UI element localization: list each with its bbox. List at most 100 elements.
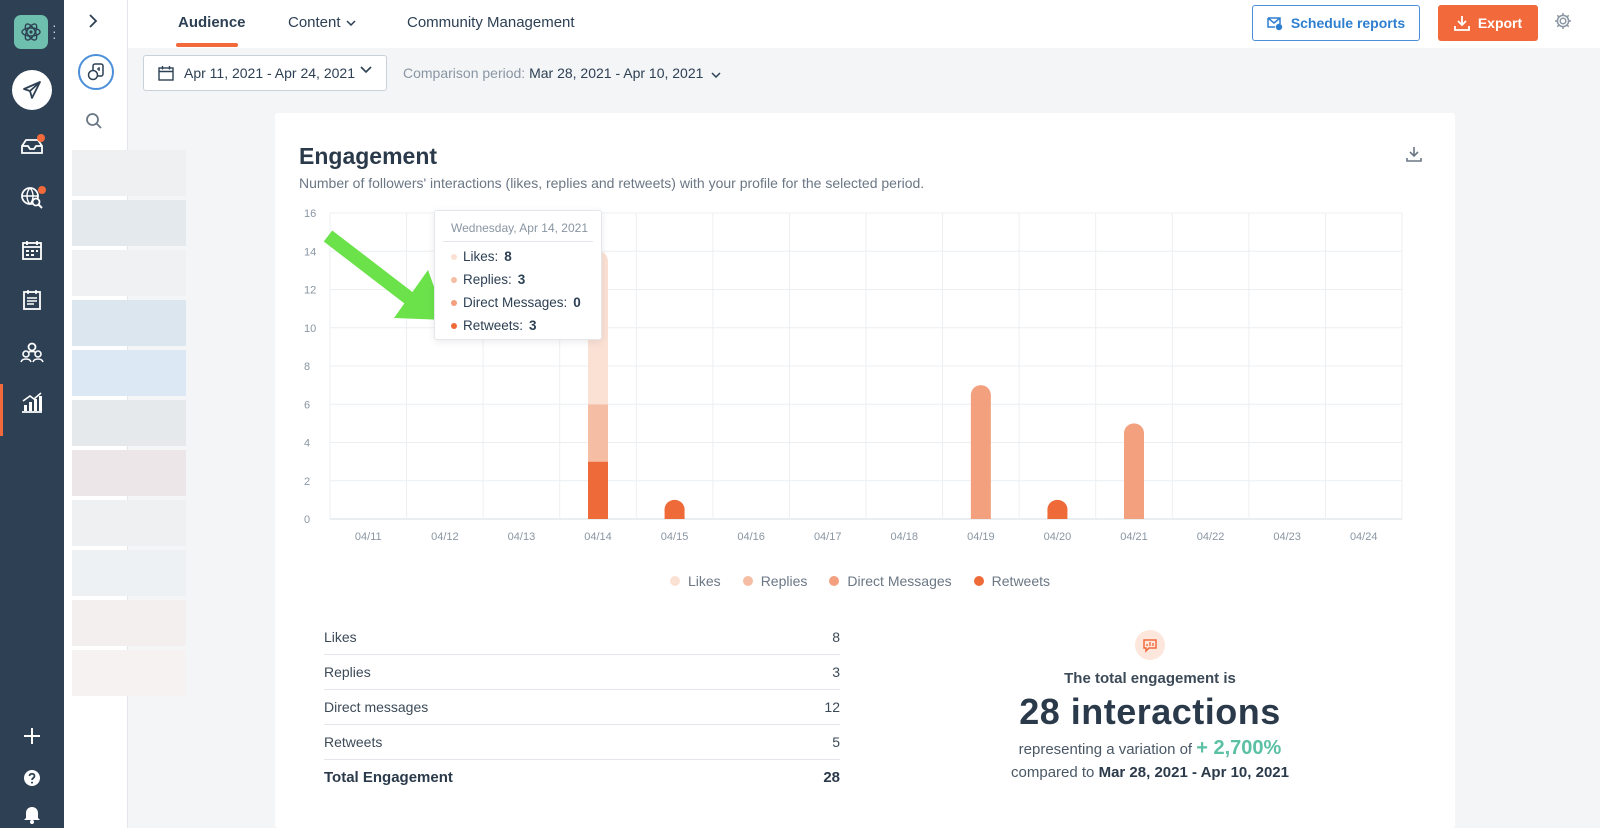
chart-tooltip: Wednesday, Apr 14, 2021 Likes: 8 Replies… [434,210,602,340]
chevron-down-icon [711,72,721,79]
app-logo-icon[interactable] [14,15,48,49]
y-tick-label: 14 [304,246,316,258]
profile-list-item[interactable] [72,250,186,296]
comparison-value: Mar 28, 2021 - Apr 10, 2021 [529,65,704,81]
legend-item[interactable]: Replies [742,573,808,589]
row-value: 3 [832,664,840,680]
profile-list-item[interactable] [72,500,186,546]
legend-dot [670,576,680,586]
profile-list-item[interactable] [72,550,186,596]
legend-label: Direct Messages [847,573,952,589]
profile-list-item[interactable] [72,650,186,696]
x-tick-label: 04/22 [1197,531,1225,543]
search-icon[interactable] [85,112,103,135]
summary-comparison: compared to Mar 28, 2021 - Apr 10, 2021 [940,764,1360,781]
tooltip-value: 8 [504,249,512,264]
card-subtitle: Number of followers' interactions (likes… [299,175,925,191]
profile-list-item[interactable] [72,450,186,496]
bar-retweets[interactable] [588,461,608,519]
row-value: 5 [832,734,840,750]
profile-list-item[interactable] [72,150,186,196]
tooltip-date: Wednesday, Apr 14, 2021 [451,221,588,235]
tab-content[interactable]: Content [288,14,356,31]
export-label: Export [1477,15,1523,31]
more-menu-icon[interactable]: · · · [52,17,57,45]
y-tick-label: 16 [304,208,316,220]
engagement-summary: The total engagement is 28 interactions … [940,630,1360,781]
calendar-icon[interactable] [18,236,46,264]
tooltip-row-retweets: Retweets: 3 [451,318,537,333]
bell-icon[interactable] [18,800,46,828]
tooltip-label: Likes: [463,249,499,264]
table-row: Direct messages 12 [324,690,840,725]
tooltip-label: Direct Messages: [463,295,568,310]
export-button[interactable]: Export [1438,5,1538,41]
y-tick-label: 8 [304,361,310,373]
x-tick-label: 04/20 [1044,531,1072,543]
expand-sidebar-icon[interactable] [88,12,98,33]
gear-icon[interactable] [1554,12,1572,35]
checklist-icon[interactable] [18,286,46,314]
bar-fill [1047,509,1068,519]
y-tick-label: 2 [304,476,310,488]
profile-list-item[interactable] [72,600,186,646]
bar-fill [970,395,991,519]
legend-dot [829,576,840,586]
active-tab-underline [176,43,238,47]
legend-item[interactable]: Likes [670,573,721,589]
compared-value: Mar 28, 2021 - Apr 10, 2021 [1098,764,1289,781]
tab-community-management[interactable]: Community Management [407,14,575,31]
row-value: 12 [824,699,840,715]
comparison-period-selector[interactable]: Comparison period: Mar 28, 2021 - Apr 10… [403,65,721,81]
people-icon[interactable] [18,338,46,366]
summary-variation: representing a variation of + 2,700% [940,737,1360,760]
paper-plane-icon[interactable] [12,70,52,110]
profile-selector-icon[interactable] [78,54,114,90]
table-row: Likes 8 [324,620,840,655]
compared-prefix: compared to [1011,764,1095,781]
comparison-label: Comparison period: [403,65,526,81]
bar-chart-icon[interactable] [18,388,46,416]
schedule-reports-button[interactable]: Schedule reports [1252,5,1420,41]
date-range-picker[interactable]: Apr 11, 2021 - Apr 24, 2021 [143,55,387,91]
x-tick-label: 04/14 [584,531,612,543]
tooltip-value: 3 [529,318,537,333]
y-tick-label: 10 [304,323,316,335]
legend-dot [742,576,753,586]
variation-prefix: representing a variation of [1018,741,1193,758]
profile-list-item[interactable] [72,350,186,396]
help-icon[interactable] [18,764,46,792]
download-icon[interactable] [1405,145,1423,168]
tooltip-row-direct-messages: Direct Messages: 0 [451,295,581,310]
x-tick-label: 04/13 [508,531,536,543]
total-row: Total Engagement 28 [324,760,840,795]
legend-label: Replies [760,573,808,589]
secondary-sidebar [64,0,186,828]
legend-item[interactable]: Direct Messages [829,573,952,589]
tooltip-row-likes: Likes: 8 [451,249,512,264]
active-nav-indicator [0,384,3,436]
tab-audience[interactable]: Audience [178,14,246,31]
chevron-down-icon [346,19,356,26]
bar-fill [1124,433,1144,519]
inbox-notification-dot [37,134,45,142]
legend-item[interactable]: Retweets [973,573,1050,589]
profile-list-item[interactable] [72,200,186,246]
plus-icon[interactable] [18,722,46,750]
main-sidebar: · · · [0,0,64,828]
inbox-icon[interactable] [18,132,46,160]
chat-bubble-icon [1135,630,1165,660]
table-row: Retweets 5 [324,725,840,760]
bar-replies[interactable] [588,404,608,462]
total-value: 28 [823,769,840,786]
row-value: 8 [832,629,840,645]
x-tick-label: 04/15 [661,531,689,543]
schedule-reports-label: Schedule reports [1290,15,1406,31]
x-tick-label: 04/24 [1350,531,1378,543]
table-row: Replies 3 [324,655,840,690]
globe-search-icon[interactable] [18,184,46,212]
profile-list-item[interactable] [72,300,186,346]
profile-list-item[interactable] [72,400,186,446]
date-range-value: Apr 11, 2021 - Apr 24, 2021 [184,65,355,81]
chevron-down-icon [360,66,372,74]
